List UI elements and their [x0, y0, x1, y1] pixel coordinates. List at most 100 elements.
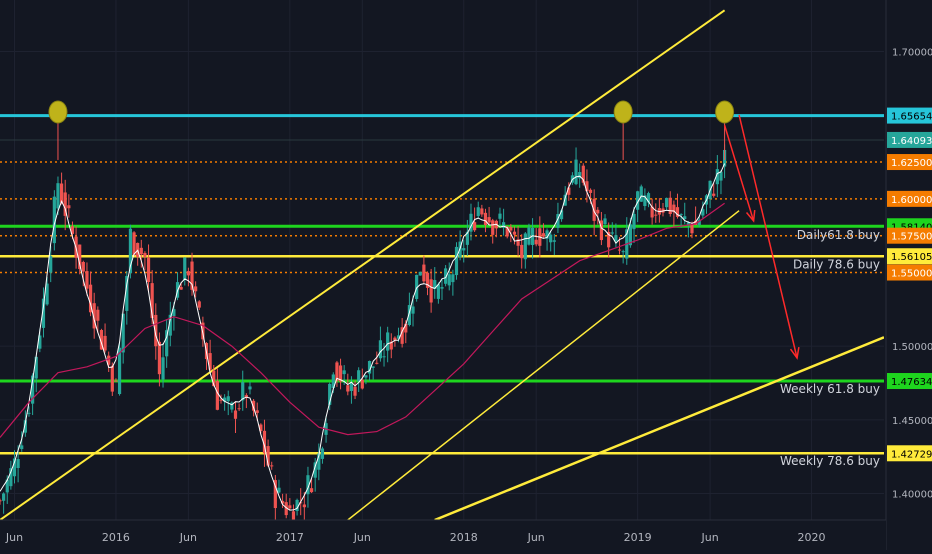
- candle-body: [360, 379, 364, 389]
- candle-body: [393, 337, 397, 341]
- candle-body: [483, 212, 488, 225]
- candle-body: [103, 335, 107, 351]
- candle-body: [226, 396, 230, 402]
- candle-body: [88, 284, 93, 313]
- candle-body: [230, 402, 234, 410]
- time-axis-bg: [0, 520, 886, 550]
- candle-body: [621, 251, 625, 253]
- candle-body: [505, 226, 509, 237]
- candle-body: [697, 219, 701, 226]
- marker-circle: [48, 100, 68, 124]
- candle-body: [440, 287, 444, 289]
- candle-body: [0, 500, 2, 502]
- time-tick-label: 2020: [798, 531, 826, 544]
- candle-body: [295, 499, 299, 512]
- candle-body: [509, 226, 513, 231]
- candle-body: [280, 500, 285, 504]
- candle-body: [49, 256, 53, 273]
- candle-body: [675, 207, 680, 217]
- candle-body: [92, 303, 96, 329]
- price-tick-label: 1.45000: [892, 416, 932, 427]
- candle-body: [389, 341, 393, 350]
- candle-body: [534, 239, 538, 245]
- candle-body: [382, 356, 386, 358]
- candle-body: [262, 430, 267, 454]
- candle-body: [320, 448, 325, 459]
- candle-body: [59, 183, 64, 203]
- candle-body: [549, 234, 553, 243]
- horizontal-levels: [0, 114, 884, 455]
- level-tag: [887, 264, 932, 281]
- level-tag-label: 1.65654: [891, 112, 932, 123]
- candle-body: [592, 198, 596, 221]
- trend-lines: [0, 9, 884, 520]
- candle-body: [313, 462, 317, 478]
- candle-body: [433, 280, 437, 289]
- candle-body: [255, 410, 259, 413]
- candle-body: [469, 213, 473, 232]
- candle-body: [197, 301, 201, 308]
- candle-body: [530, 227, 535, 246]
- candle-body: [585, 181, 589, 192]
- level-tag: [887, 131, 932, 148]
- candle-body: [715, 169, 719, 185]
- candle-body: [454, 246, 459, 276]
- candle-body: [117, 347, 122, 395]
- markers: [48, 100, 735, 160]
- level-tag: [887, 227, 932, 244]
- candle-body: [233, 410, 238, 419]
- candle-body: [309, 488, 314, 493]
- candle-body: [520, 244, 524, 259]
- level-tag-label: 1.47634: [891, 377, 932, 388]
- candle-body: [559, 210, 564, 220]
- candle-body: [12, 458, 17, 477]
- candle-body: [179, 287, 183, 290]
- candle-body: [215, 380, 219, 410]
- candle-body: [190, 261, 194, 290]
- candle-body: [266, 446, 270, 466]
- marker-circle: [715, 100, 735, 124]
- candle-body: [617, 249, 622, 251]
- level-tag: [887, 154, 932, 171]
- trend-line: [0, 9, 726, 520]
- candle-body: [219, 399, 223, 401]
- trend-line: [347, 210, 740, 520]
- level-tag-label: 1.62500: [891, 158, 932, 169]
- candle-body: [545, 230, 549, 239]
- candle-body: [52, 196, 56, 244]
- candle-body: [465, 231, 469, 245]
- forecast-arrow-line: [723, 124, 755, 222]
- candle-body: [128, 228, 133, 274]
- candle-body: [342, 370, 346, 375]
- candle-body: [628, 224, 632, 246]
- candle-body: [331, 374, 335, 388]
- candle-body: [654, 214, 658, 216]
- candle-body: [665, 197, 669, 208]
- candle-body: [480, 208, 484, 215]
- candle-body: [643, 195, 647, 207]
- time-tick-label: 2019: [624, 531, 652, 544]
- level-tag-label: 1.42729: [891, 449, 932, 460]
- ma-line: [0, 202, 725, 438]
- candle-body: [563, 194, 567, 206]
- level-tag-label: 1.55000: [891, 269, 932, 280]
- candle-body: [31, 375, 35, 404]
- candle-body: [527, 227, 531, 245]
- annotation-label: Weekly 61.8 buy: [780, 382, 880, 396]
- candle-body: [168, 314, 172, 336]
- trend-line: [434, 336, 884, 520]
- candle-body: [27, 412, 31, 414]
- candle-body: [114, 380, 118, 382]
- candle-body: [78, 244, 82, 270]
- candle-body: [679, 214, 683, 216]
- candle-body: [223, 397, 227, 402]
- candle-body: [201, 322, 205, 340]
- candle-body: [588, 189, 593, 193]
- candle-body: [683, 216, 687, 219]
- signal-line: [0, 163, 726, 511]
- candle-body: [512, 231, 517, 235]
- price-tick-label: 1.40000: [892, 489, 932, 500]
- candle-body: [425, 272, 430, 288]
- candle-body: [473, 222, 477, 231]
